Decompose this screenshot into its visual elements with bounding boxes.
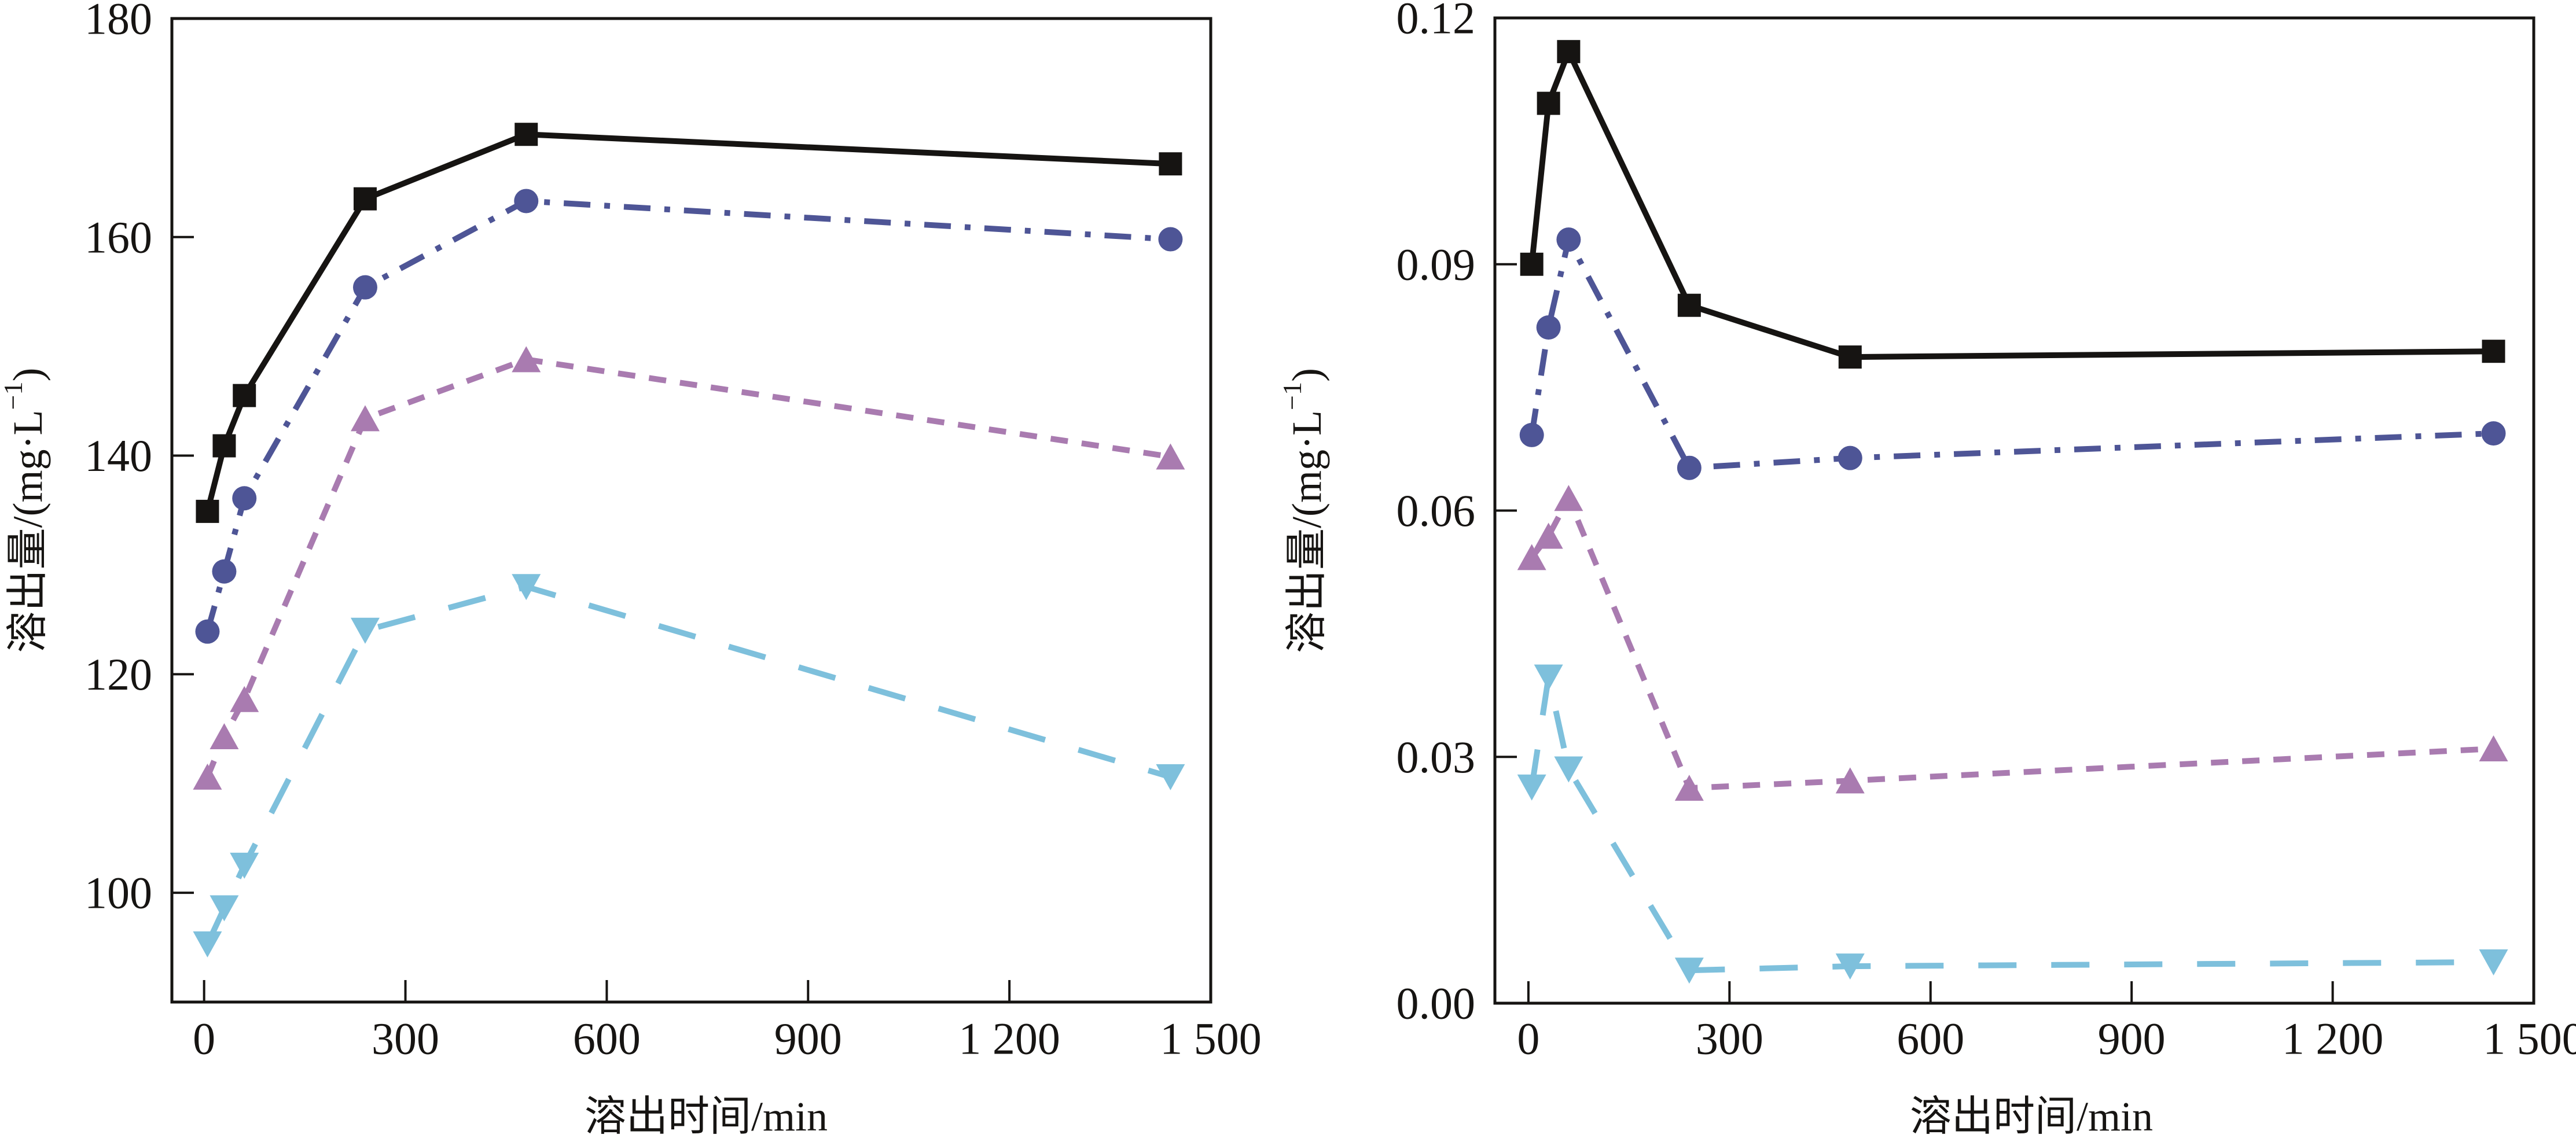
x-tick-label: 1 500 bbox=[2483, 1014, 2576, 1064]
series-line bbox=[1528, 674, 2494, 974]
series-triangle-down bbox=[193, 574, 1185, 957]
data-point-triangle-up bbox=[512, 346, 541, 373]
data-point-square bbox=[1159, 152, 1182, 176]
data-point-circle bbox=[352, 275, 377, 300]
data-point-circle bbox=[514, 189, 539, 213]
data-point-circle bbox=[1158, 227, 1183, 252]
x-tick-label: 600 bbox=[573, 1014, 641, 1064]
x-tick-label: 1 500 bbox=[1160, 1014, 1262, 1064]
data-point-triangle-up bbox=[350, 405, 380, 432]
y-axis-label-text: ) bbox=[1284, 368, 1330, 382]
x-axis-label: 溶出时间/min bbox=[1910, 1093, 2153, 1138]
y-axis-label-text: ) bbox=[5, 368, 51, 382]
y-tick-label: 0.00 bbox=[1397, 978, 1476, 1029]
data-point-circle bbox=[1536, 315, 1561, 340]
y-axis-label-text: 溶出量/(mg·L bbox=[5, 410, 51, 653]
data-point-triangle-up bbox=[1835, 767, 1865, 794]
data-point-square bbox=[1520, 252, 1544, 276]
data-point-triangle-down bbox=[1517, 774, 1546, 801]
x-tick-label: 600 bbox=[1897, 1014, 1964, 1064]
series-line bbox=[204, 198, 1171, 633]
left-chart: 0 300 600 900 1 200 1 500 100 120 140 160 180 溶出时间/… bbox=[0, 0, 1262, 1138]
plot-frame bbox=[170, 17, 1212, 1004]
x-tick-label: 300 bbox=[372, 1014, 439, 1064]
data-point-triangle-down bbox=[1835, 953, 1865, 980]
data-point-circle bbox=[195, 619, 220, 644]
series-triangle-up bbox=[193, 346, 1185, 790]
data-point-square bbox=[353, 187, 377, 211]
data-point-square bbox=[1677, 293, 1701, 317]
y-tick-label: 100 bbox=[84, 868, 152, 918]
data-point-triangle-up bbox=[1674, 775, 1704, 801]
data-point-square bbox=[1537, 91, 1560, 115]
data-point-square bbox=[1557, 40, 1581, 64]
data-point-triangle-down bbox=[350, 617, 380, 644]
y-tick-label: 0.03 bbox=[1397, 732, 1476, 782]
data-point-triangle-down bbox=[1156, 764, 1185, 790]
series-line bbox=[1528, 49, 2494, 360]
y-tick-label: 120 bbox=[84, 649, 152, 699]
data-point-triangle-up bbox=[1517, 544, 1546, 570]
y-axis-label-superscript: −1 bbox=[0, 382, 28, 410]
series-line bbox=[1529, 495, 2494, 791]
data-point-triangle-down bbox=[512, 574, 541, 601]
data-point-triangle-up bbox=[193, 763, 222, 790]
data-point-circle bbox=[1838, 445, 1862, 470]
data-point-triangle-down bbox=[2479, 949, 2508, 976]
data-point-triangle-up bbox=[2479, 735, 2508, 762]
y-tick-label: 160 bbox=[84, 212, 152, 262]
y-axis-label: 溶出量/(mg·L−1) bbox=[0, 368, 51, 653]
data-point-triangle-down bbox=[1674, 957, 1704, 984]
y-tick-label: 0.06 bbox=[1397, 485, 1476, 536]
right-chart: 0 300 600 900 1 200 1 500 0.00 0.03 0.06 0.09 0.12… bbox=[1277, 0, 2576, 1138]
y-axis-label: 溶出量/(mg·L−1) bbox=[1277, 368, 1331, 653]
series-triangle-up bbox=[1517, 485, 2508, 801]
x-tick-label: 900 bbox=[774, 1014, 842, 1064]
data-point-triangle-up bbox=[1554, 485, 1583, 511]
x-tick-label: 0 bbox=[193, 1014, 215, 1064]
data-point-triangle-up bbox=[1534, 522, 1563, 549]
y-tick-label: 180 bbox=[84, 0, 152, 44]
data-point-circle bbox=[212, 559, 237, 584]
x-axis-label: 溶出时间/min bbox=[585, 1093, 828, 1138]
data-point-circle bbox=[232, 486, 257, 511]
data-point-square bbox=[1838, 345, 1862, 369]
data-point-triangle-down bbox=[193, 931, 222, 957]
data-point-triangle-up bbox=[1156, 443, 1185, 470]
data-point-triangle-down bbox=[210, 895, 239, 922]
data-point-triangle-down bbox=[1534, 664, 1563, 691]
y-tick-label: 140 bbox=[84, 430, 152, 481]
series-square bbox=[1520, 40, 2505, 369]
y-axis-label-text: 溶出量/(mg·L bbox=[1284, 410, 1330, 653]
data-point-triangle-up bbox=[230, 686, 259, 712]
x-tick-label: 900 bbox=[2098, 1014, 2166, 1064]
data-point-square bbox=[233, 384, 256, 407]
series-circle bbox=[1519, 227, 2506, 480]
series-circle bbox=[195, 189, 1183, 644]
data-point-circle bbox=[2481, 421, 2506, 446]
data-point-circle bbox=[1677, 455, 1702, 480]
data-point-triangle-down bbox=[230, 852, 259, 879]
series-triangle-down bbox=[1517, 664, 2508, 984]
data-point-triangle-down bbox=[1554, 756, 1583, 783]
data-point-square bbox=[515, 123, 538, 146]
y-tick-label: 0.09 bbox=[1397, 239, 1476, 289]
data-point-triangle-up bbox=[210, 723, 239, 749]
x-tick-label: 1 200 bbox=[958, 1014, 1060, 1064]
data-point-square bbox=[212, 434, 236, 458]
data-point-square bbox=[2482, 340, 2505, 363]
data-point-circle bbox=[1519, 422, 1544, 447]
data-point-circle bbox=[1556, 227, 1581, 252]
data-point-square bbox=[196, 499, 219, 523]
y-tick-label: 0.12 bbox=[1397, 0, 1476, 43]
series-square bbox=[196, 123, 1182, 523]
y-axis-label-superscript: −1 bbox=[1277, 382, 1307, 410]
series-line bbox=[1528, 237, 2494, 471]
x-tick-label: 1 200 bbox=[2282, 1014, 2384, 1064]
x-tick-label: 300 bbox=[1696, 1014, 1763, 1064]
x-tick-label: 0 bbox=[1517, 1014, 1539, 1064]
